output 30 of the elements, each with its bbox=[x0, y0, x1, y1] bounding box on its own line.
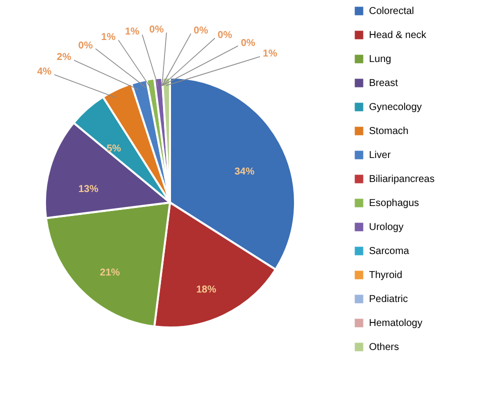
data-label: 1% bbox=[101, 32, 116, 44]
legend-label: Liver bbox=[369, 150, 392, 161]
data-label: 2% bbox=[56, 52, 72, 64]
legend-label: Urology bbox=[369, 222, 404, 233]
legend-label: Hematology bbox=[369, 318, 422, 329]
data-label: 1% bbox=[262, 48, 278, 60]
legend-label: Sarcoma bbox=[369, 246, 410, 257]
legend-label: Others bbox=[369, 342, 400, 353]
text: 0% bbox=[218, 30, 232, 42]
legend-label: Esophagus bbox=[369, 198, 420, 209]
data-label: 34% bbox=[234, 166, 255, 178]
legend-label: Colorectal bbox=[369, 6, 414, 17]
text: 0% bbox=[194, 26, 208, 37]
text: 0% bbox=[78, 40, 93, 52]
data-label: 1% bbox=[124, 26, 140, 38]
data-label: 21% bbox=[100, 268, 120, 279]
legend-label: Head & neck bbox=[369, 30, 428, 41]
data-label: 18% bbox=[196, 284, 216, 296]
text: 0% bbox=[149, 24, 164, 36]
data-label: 13% bbox=[78, 184, 98, 195]
text: 0% bbox=[240, 38, 256, 49]
data-label: 4% bbox=[37, 66, 52, 78]
legend-label: Lung bbox=[369, 54, 392, 65]
legend-label: Gynecology bbox=[369, 102, 422, 113]
legend-label: Biliaripancreas bbox=[369, 174, 435, 185]
data-label: 5% bbox=[106, 144, 122, 155]
legend-label: Breast bbox=[369, 78, 398, 89]
legend-label: Thyroid bbox=[369, 270, 402, 281]
legend-label: Pediatric bbox=[369, 294, 408, 305]
legend-label: Stomach bbox=[369, 126, 408, 137]
